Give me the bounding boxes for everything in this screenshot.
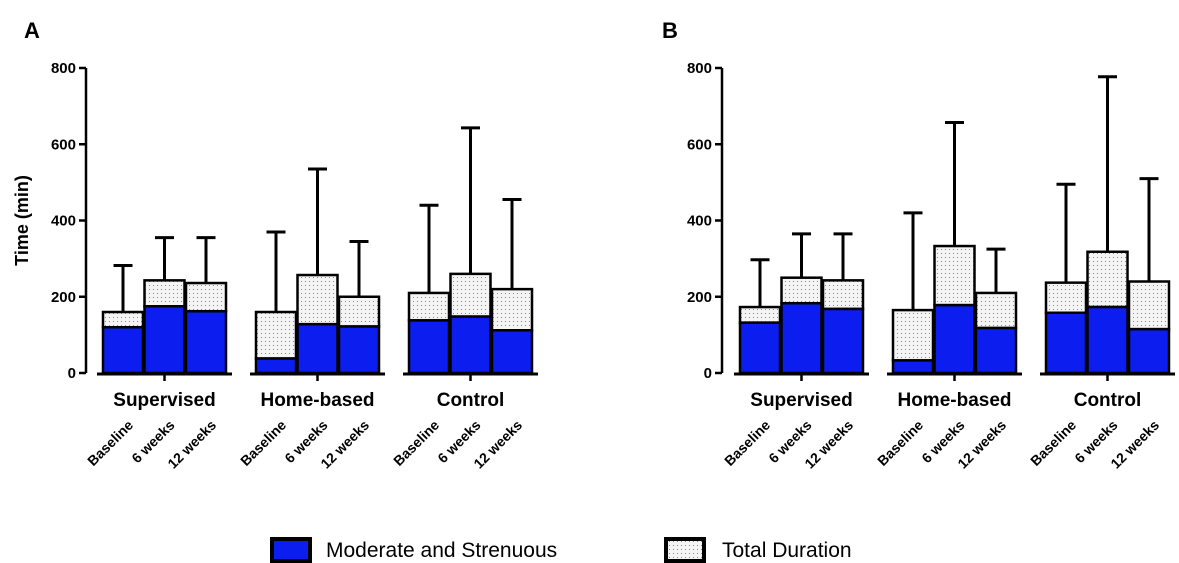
bar-total-duration [780,276,823,305]
y-tick-label: 200 [51,289,76,306]
y-tick-label: 200 [687,289,712,306]
bar-moderate-strenuous [974,326,1018,375]
bar-moderate-strenuous [337,325,381,375]
y-tick-label: 600 [687,136,712,153]
bar-moderate-strenuous [933,303,976,375]
category-label: Baseline [84,417,136,469]
y-tick-label: 600 [51,136,76,153]
bar-total-duration [821,279,865,311]
legend-swatch-moderate [270,537,312,563]
y-axis-label: Time (min) [12,175,32,266]
group-label: Home-based [260,390,374,411]
bar-moderate-strenuous [254,357,298,375]
group-label: Home-based [897,390,1011,411]
bar-total-duration [490,287,534,332]
bar-moderate-strenuous [1127,327,1171,375]
bar-total-duration [449,272,492,318]
y-tick-label: 0 [704,365,712,382]
bar-moderate-strenuous [490,329,534,375]
category-label: Baseline [721,417,773,469]
y-tick-label: 800 [687,60,712,77]
bar-total-duration [974,291,1018,330]
bar-total-duration [143,279,186,308]
panel-letter: A [24,18,40,43]
bar-moderate-strenuous [449,315,492,375]
bar-moderate-strenuous [101,326,145,375]
bar-moderate-strenuous [738,321,782,375]
bar-moderate-strenuous [296,322,339,375]
legend-swatch-total [664,537,706,563]
category-label: Baseline [390,417,442,469]
legend-label-moderate: Moderate and Strenuous [326,539,557,562]
legend-label-total: Total Duration [722,539,852,562]
category-label: Baseline [874,417,926,469]
category-label: Baseline [1027,417,1079,469]
panel-letter: B [662,18,678,43]
bar-total-duration [1044,281,1088,315]
bar-total-duration [254,310,298,360]
bar-total-duration [1127,280,1171,331]
group-label: Control [1074,390,1142,411]
bar-total-duration [184,281,228,313]
bar-total-duration [933,244,976,307]
bar-moderate-strenuous [143,305,186,375]
bar-total-duration [296,273,339,326]
bar-total-duration [407,291,451,322]
bar-moderate-strenuous [184,309,228,375]
bar-total-duration [1086,250,1129,309]
bar-moderate-strenuous [821,307,865,375]
bar-moderate-strenuous [1044,311,1088,375]
bar-moderate-strenuous [891,359,935,375]
bar-total-duration [101,310,145,329]
y-tick-label: 400 [687,213,712,230]
bar-moderate-strenuous [1086,305,1129,375]
bar-moderate-strenuous [407,319,451,375]
y-tick-label: 800 [51,60,76,77]
y-tick-label: 400 [51,213,76,230]
legend: Moderate and Strenuous Total Duration [270,537,852,563]
category-label: Baseline [237,417,289,469]
group-label: Control [437,390,505,411]
bar-total-duration [337,295,381,328]
bar-total-duration [738,305,782,324]
bar-total-duration [891,308,935,362]
group-label: Supervised [113,390,215,411]
bar-moderate-strenuous [780,301,823,375]
y-tick-label: 0 [68,365,76,382]
group-label: Supervised [750,390,852,411]
